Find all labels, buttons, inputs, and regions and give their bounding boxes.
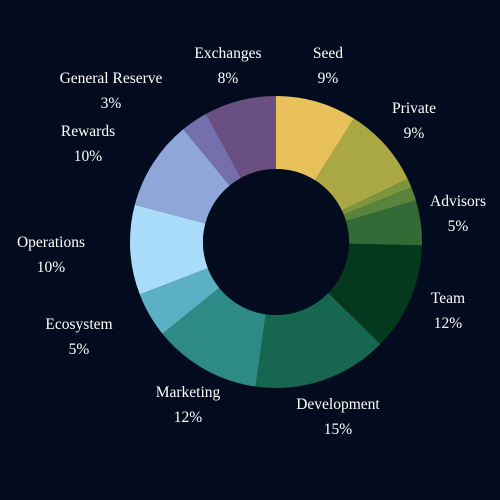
label-development-value: 15% xyxy=(323,421,353,438)
label-private: Private 9% xyxy=(334,96,494,146)
label-seed: Seed 9% xyxy=(248,41,408,91)
label-seed-value: 9% xyxy=(317,70,339,87)
label-operations-name: Operations xyxy=(16,234,85,251)
slice-general-reserve xyxy=(183,113,241,186)
label-ecosystem-name: Ecosystem xyxy=(45,316,113,333)
slice-development xyxy=(255,293,381,388)
label-marketing-name: Marketing xyxy=(155,384,221,401)
label-exchanges-value: 8% xyxy=(217,70,239,87)
label-advisors-value: 5% xyxy=(447,218,469,235)
slice-unlabeled-2 xyxy=(341,179,412,215)
label-private-value: 9% xyxy=(403,125,425,142)
label-team-value: 12% xyxy=(433,315,463,332)
slice-marketing xyxy=(162,287,266,387)
label-marketing-value: 12% xyxy=(173,409,203,426)
label-general-reserve-name: General Reserve xyxy=(59,70,163,87)
slice-private xyxy=(314,118,408,211)
label-seed-name: Seed xyxy=(312,45,344,62)
label-rewards-value: 10% xyxy=(73,148,103,165)
label-general-reserve-value: 3% xyxy=(100,95,122,112)
label-team: Team 12% xyxy=(368,286,500,336)
label-rewards-name: Rewards xyxy=(60,123,116,140)
slice-seed xyxy=(276,96,354,181)
label-ecosystem: Ecosystem 5% xyxy=(0,312,159,362)
slice-rewards xyxy=(134,129,230,224)
slice-exchanges xyxy=(205,96,276,178)
label-operations-value: 10% xyxy=(36,259,66,276)
label-private-name: Private xyxy=(392,100,436,117)
donut-hole xyxy=(203,169,349,315)
label-advisors-name: Advisors xyxy=(430,193,486,210)
label-general-reserve: General Reserve 3% xyxy=(31,66,191,116)
label-exchanges-name: Exchanges xyxy=(194,45,262,62)
slice-advisors xyxy=(345,200,422,246)
label-rewards: Rewards 10% xyxy=(8,119,168,169)
label-marketing: Marketing 12% xyxy=(108,380,268,430)
label-advisors: Advisors 5% xyxy=(378,189,500,239)
slice-unlabeled-3 xyxy=(343,187,416,222)
slice-operations xyxy=(129,204,208,295)
label-exchanges: Exchanges 8% xyxy=(148,41,308,91)
label-ecosystem-value: 5% xyxy=(68,341,90,358)
label-development-name: Development xyxy=(296,396,380,413)
slice-team xyxy=(328,243,422,345)
label-development: Development 15% xyxy=(258,392,418,442)
label-team-name: Team xyxy=(430,290,466,307)
slice-ecosystem xyxy=(139,268,220,334)
label-operations: Operations 10% xyxy=(0,230,131,280)
